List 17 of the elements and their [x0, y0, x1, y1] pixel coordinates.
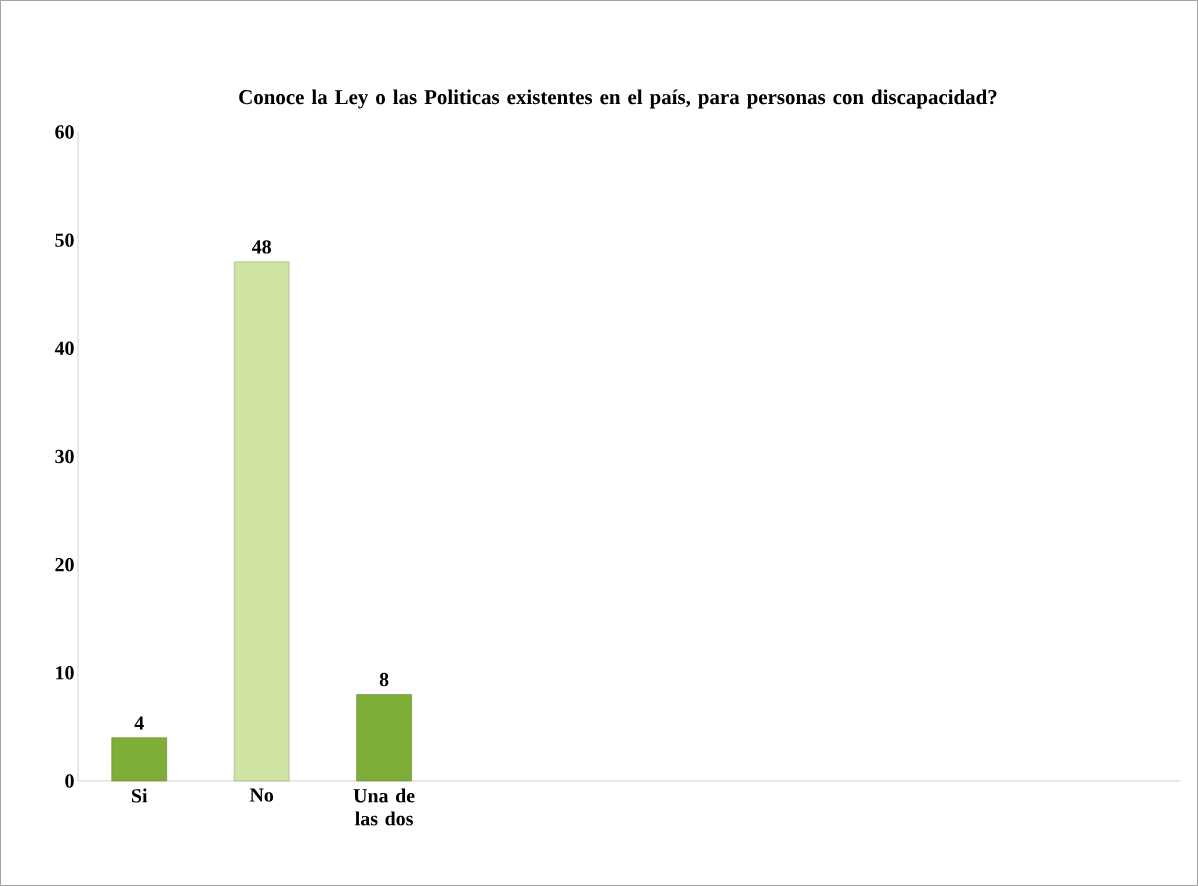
- y-tick-label: 0: [65, 774, 74, 788]
- x-tick-label: Si: [131, 788, 148, 803]
- y-tick-label: 30: [55, 449, 74, 464]
- x-tick-label: No: [249, 788, 274, 802]
- y-tick-label: 10: [56, 666, 74, 680]
- data-label: 48: [251, 240, 271, 254]
- data-label: 4: [134, 716, 144, 730]
- bar: [356, 694, 412, 782]
- y-tick-label: 20: [55, 557, 74, 572]
- data-label: 8: [379, 672, 389, 687]
- bar: [111, 737, 167, 782]
- x-tick-label: Una de las dos: [353, 788, 415, 826]
- chart-title: Conoce la Ley o las Politicas existentes en el país, para personas con discapacidad?: [239, 89, 997, 109]
- y-tick-label: 60: [55, 125, 74, 139]
- y-tick-label: 50: [55, 233, 74, 247]
- y-tick-label: 40: [54, 341, 74, 356]
- bar: [233, 261, 290, 782]
